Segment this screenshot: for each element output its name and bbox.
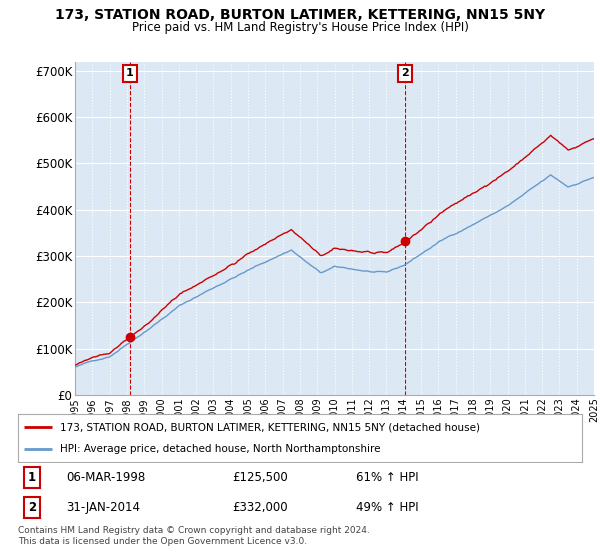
Text: 173, STATION ROAD, BURTON LATIMER, KETTERING, NN15 5NY: 173, STATION ROAD, BURTON LATIMER, KETTE… [55,8,545,22]
Text: 2: 2 [401,68,409,78]
Text: 31-JAN-2014: 31-JAN-2014 [66,501,140,514]
Text: Price paid vs. HM Land Registry's House Price Index (HPI): Price paid vs. HM Land Registry's House … [131,21,469,34]
Text: Contains HM Land Registry data © Crown copyright and database right 2024.
This d: Contains HM Land Registry data © Crown c… [18,526,370,546]
Text: HPI: Average price, detached house, North Northamptonshire: HPI: Average price, detached house, Nort… [60,444,381,454]
Text: 49% ↑ HPI: 49% ↑ HPI [356,501,419,514]
Text: 1: 1 [126,68,134,78]
Text: 61% ↑ HPI: 61% ↑ HPI [356,472,419,484]
Text: £125,500: £125,500 [232,472,288,484]
Text: £332,000: £332,000 [232,501,288,514]
Text: 2: 2 [28,501,36,514]
Text: 1: 1 [28,472,36,484]
Text: 06-MAR-1998: 06-MAR-1998 [66,472,145,484]
Text: 173, STATION ROAD, BURTON LATIMER, KETTERING, NN15 5NY (detached house): 173, STATION ROAD, BURTON LATIMER, KETTE… [60,422,481,432]
